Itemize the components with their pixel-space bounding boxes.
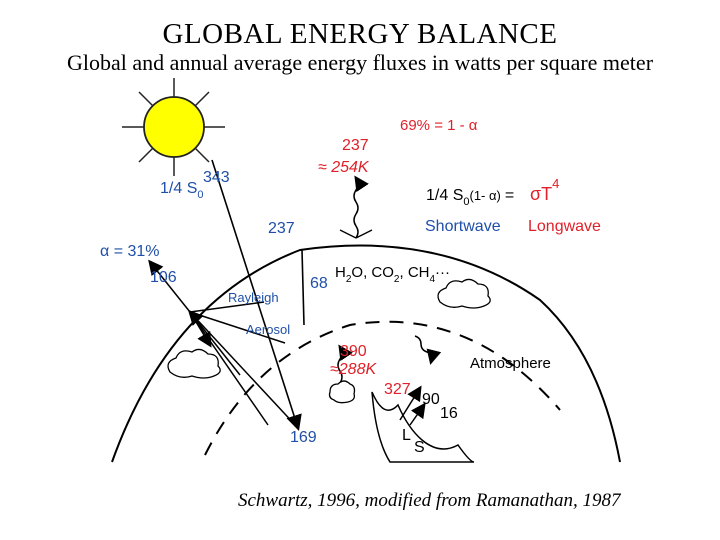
- olr-value: 237: [342, 137, 369, 154]
- olr-wavy-arrow: [353, 175, 369, 239]
- sensible-heat-value: 16: [440, 405, 458, 422]
- solar-in-value: 343: [203, 169, 230, 186]
- page-subtitle: Global and annual average energy fluxes …: [66, 50, 654, 75]
- surface-temperature: ≈288K: [330, 361, 377, 378]
- back-radiation-value: 327: [384, 381, 411, 398]
- incoming-solar-arrow: [211, 159, 302, 432]
- source-credit: Schwartz, 1996, modified from Ramanathan…: [238, 490, 621, 511]
- surface-absorbed-value: 169: [290, 429, 317, 446]
- reflected-value: 106: [150, 269, 177, 286]
- latent-heat-arrow: [399, 385, 422, 421]
- solar-in-fraction: 1/4 S0: [160, 180, 203, 201]
- longwave-label: Longwave: [528, 218, 601, 235]
- atmos-absorbed-value: 68: [310, 275, 328, 292]
- sensible-symbol: S: [414, 439, 425, 456]
- reflected-shortwave-paths: [148, 259, 299, 429]
- absorbed-shortwave-value: 237: [268, 220, 295, 237]
- balance-rhs: σT4: [530, 176, 559, 204]
- atmosphere-boundary: [204, 320, 561, 456]
- latent-heat-value: 90: [422, 391, 440, 408]
- balance-equation: 1/4 S0(1- α) =: [426, 187, 514, 208]
- greenhouse-gases-label: H2O, CO2, CH4···: [335, 264, 450, 285]
- earth-surface-outline: [111, 244, 621, 463]
- back-radiation-arrow: [414, 335, 442, 365]
- albedo-label: α = 31%: [100, 243, 160, 260]
- sun-icon: [122, 78, 225, 176]
- atmos-absorbed-beam: [301, 249, 305, 326]
- land-mass: [371, 391, 475, 463]
- sensible-heat-arrow: [409, 402, 426, 426]
- aerosol-label: Aerosol: [246, 322, 290, 337]
- percent-equation: 69% = 1 - α: [400, 117, 478, 134]
- rayleigh-label: Rayleigh: [228, 290, 279, 305]
- latent-symbol: L: [402, 427, 411, 444]
- page-title: GLOBAL ENERGY BALANCE: [162, 18, 558, 50]
- cloud-icon: [167, 278, 491, 404]
- atmosphere-label: Atmosphere: [470, 355, 551, 372]
- surface-emission-value: 390: [340, 343, 367, 360]
- olr-temperature: ≈ 254K: [318, 159, 370, 176]
- shortwave-label: Shortwave: [425, 218, 501, 235]
